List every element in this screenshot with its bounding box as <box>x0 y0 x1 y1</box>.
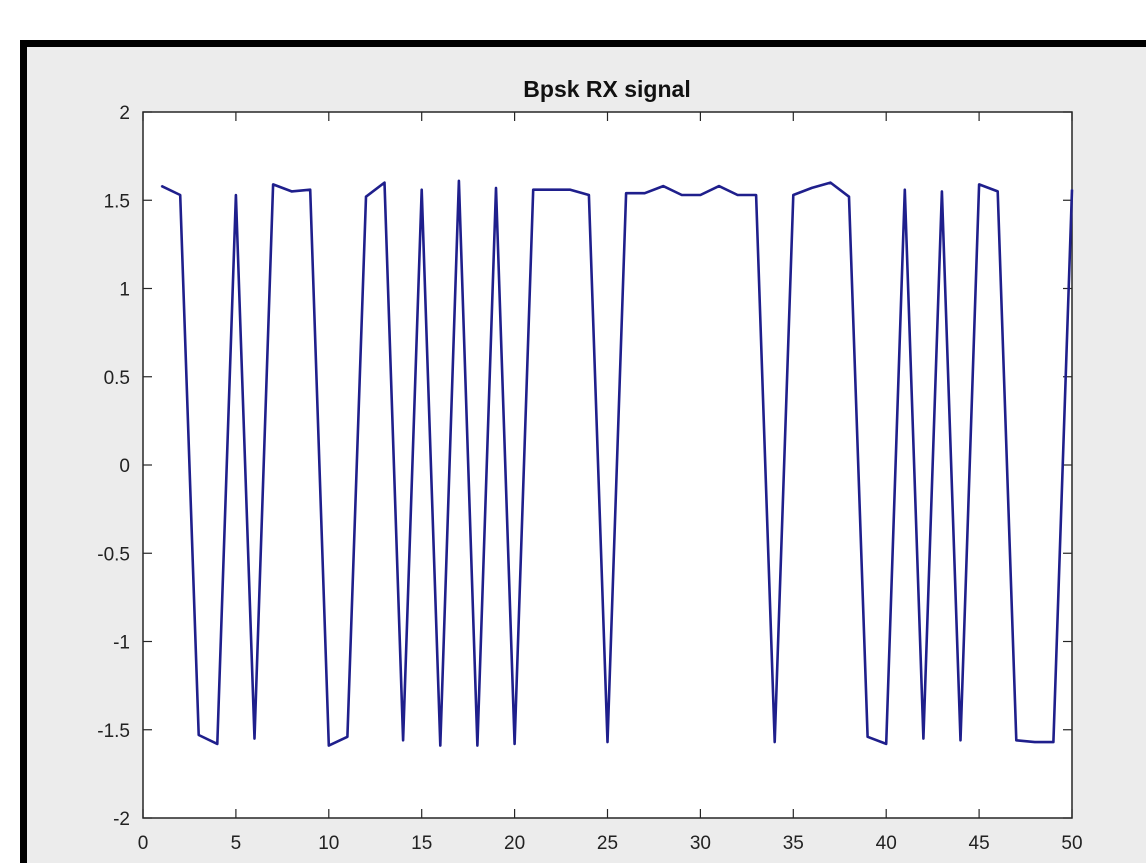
signal-point <box>235 194 237 196</box>
signal-point <box>978 183 980 186</box>
x-tick-label: 45 <box>969 833 990 854</box>
y-tick-label: 0.5 <box>104 368 130 389</box>
x-tick-label: 35 <box>783 833 804 854</box>
y-tick-label: 1.5 <box>104 191 130 212</box>
signal-point <box>662 185 664 187</box>
signal-point <box>216 743 219 745</box>
plot-area <box>142 111 1073 819</box>
signal-point <box>495 187 497 189</box>
signal-point <box>1071 188 1073 191</box>
x-tick-label: 25 <box>597 833 618 854</box>
signal-point <box>811 187 813 189</box>
signal-point <box>290 190 293 193</box>
signal-point <box>476 744 479 747</box>
signal-point <box>253 737 256 740</box>
signal-point <box>160 185 163 187</box>
signal-point <box>885 743 887 745</box>
signal-point <box>458 180 460 182</box>
signal-point <box>346 736 349 738</box>
x-tick-label: 15 <box>411 833 432 854</box>
y-tick-label: -1 <box>113 633 130 654</box>
x-tick-label: 0 <box>138 833 149 854</box>
signal-point <box>197 734 200 736</box>
signal-point <box>755 194 757 196</box>
y-tick-label: 0 <box>119 456 130 477</box>
signal-point <box>996 190 999 193</box>
signal-point <box>179 194 181 196</box>
y-tick-labels: 2 1.5 1 0.5 0 -0.5 -1 -1.5 -2 <box>97 103 130 830</box>
signal-point <box>365 195 367 198</box>
x-tick-label: 30 <box>690 833 711 854</box>
signal-point <box>922 737 925 740</box>
signal-point <box>328 744 330 747</box>
signal-point <box>272 183 274 186</box>
signal-point <box>588 194 590 196</box>
signal-point <box>1015 739 1018 742</box>
signal-point <box>1052 741 1055 743</box>
signal-point <box>904 188 906 191</box>
x-tick-label: 40 <box>876 833 897 854</box>
series-lines <box>160 179 1074 747</box>
signal-point <box>309 188 312 191</box>
x-tick-label: 10 <box>318 833 339 854</box>
x-tick-labels: 0 5 10 15 20 25 30 35 40 45 50 <box>138 833 1083 854</box>
signal-point <box>532 188 534 191</box>
signal-point <box>773 741 776 743</box>
x-tick-label: 5 <box>231 833 242 854</box>
signal-point <box>1034 741 1036 743</box>
x-tick-label: 20 <box>504 833 525 854</box>
y-tick-label: -2 <box>113 809 130 830</box>
signal-point <box>792 194 795 196</box>
signal-point <box>420 188 423 191</box>
signal-point <box>513 743 516 745</box>
signal-point <box>699 194 702 196</box>
signal-point <box>681 194 683 196</box>
signal-point <box>606 741 609 743</box>
signal-point <box>551 188 553 191</box>
y-tick-label: 1 <box>119 280 130 301</box>
y-tick-label: -1.5 <box>97 721 130 742</box>
signal-point <box>736 194 739 196</box>
signal-line <box>161 179 1074 747</box>
x-tick-label: 50 <box>1061 833 1082 854</box>
signal-point <box>402 739 404 742</box>
signal-point <box>866 736 869 738</box>
signal-point <box>848 195 850 198</box>
y-tick-label: 2 <box>119 103 130 124</box>
signal-point <box>625 192 627 194</box>
signal-point <box>829 181 832 184</box>
signal-point <box>383 181 386 184</box>
signal-point <box>643 192 646 194</box>
chart-title: Bpsk RX signal <box>523 76 690 102</box>
signal-point <box>959 739 962 742</box>
y-tick-label: -0.5 <box>97 544 130 565</box>
signal-point <box>941 190 943 193</box>
signal-point <box>439 744 442 747</box>
signal-point <box>718 185 720 187</box>
signal-point <box>569 188 572 191</box>
